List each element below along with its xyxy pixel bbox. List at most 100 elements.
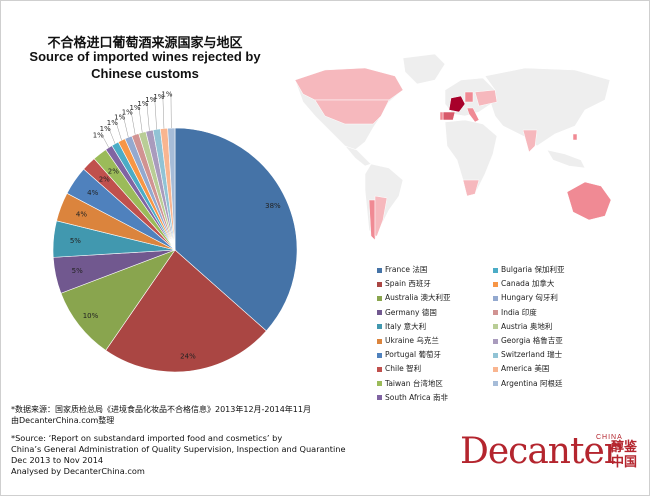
legend-item-6: Ukraine 乌克兰 [377,335,439,346]
source-note-en: *Source: ‘Report on substandard imported… [11,433,371,477]
legend-item-1: France 法国 [377,264,427,275]
legend-item-18: America 美国 [493,363,549,374]
spain-highlight [442,111,456,121]
pie-data-label-3: 10% [83,312,99,320]
pie-leader-line-10 [102,135,109,148]
decanter-china-logo: Decanter CHINA 醇鉴中国 [460,432,640,477]
pie-slice-3 [60,249,176,351]
legend-item-2: Spain 西班牙 [377,278,431,289]
legend-item-8: Chile 智利 [377,363,421,374]
legend-swatch-4 [377,310,382,316]
source-note-cn: *数据来源：国家质检总局《进境食品化妆品不合格信息》2013年12月-2014年… [11,404,351,426]
legend-item-4: Germany 德国 [377,307,437,318]
chart-title-en-line2: Chinese customs [91,66,199,81]
legend-label-4: Germany 德国 [385,307,437,317]
legend-label-8: Chile 智利 [385,364,422,374]
source-note-en-line1: *Source: ‘Report on substandard imported… [11,433,283,443]
pie-data-label-8: 2% [99,175,110,183]
pie-data-label-10: 1% [93,131,104,139]
map-highlights [294,67,612,241]
legend-item-13: Hungary 匈牙利 [493,292,558,303]
pie-data-label-13: 1% [114,114,125,122]
central-america-shape [344,145,372,167]
pie-data-label-14: 1% [122,109,133,117]
east-europe-highlight [474,89,498,107]
pie-leader-line-14 [131,112,136,135]
asia-shape [484,67,611,147]
legend-item-11: Bulgaria 保加利亚 [493,264,565,275]
pie-data-label-12: 1% [107,119,118,127]
legend-swatch-8 [377,366,382,372]
pie-data-label-17: 1% [145,96,156,104]
pie-leader-line-13 [123,117,129,138]
legend-swatch-1 [377,267,382,273]
legend-label-5: Italy 意大利 [385,321,427,331]
pie-data-label-9: 2% [108,167,119,175]
legend-label-18: America 美国 [501,364,550,374]
legend-label-14: India 印度 [501,307,537,317]
source-note-cn-line1: *数据来源：国家质检总局《进境食品化妆品不合格信息》2013年12月-2014年… [11,405,311,414]
legend-swatch-6 [377,338,382,344]
legend-item-7: Portugal 葡萄牙 [377,349,441,360]
legend-swatch-13 [493,295,498,301]
source-note-en-line3: Dec 2013 to Nov 2014 [11,455,104,465]
logo-wordmark: Decanter [460,431,621,472]
chart-title-cn: 不合格进口葡萄酒来源国家与地区 [47,36,243,51]
pie-data-label-11: 1% [100,125,111,133]
legend-swatch-14 [493,310,498,316]
pie-leader-line-18 [162,96,165,129]
legend-swatch-3 [377,295,382,301]
legend-swatch-5 [377,324,382,330]
legend-swatch-7 [377,352,382,358]
pie-data-label-2: 24% [180,353,196,361]
legend-item-10: South Africa 南非 [377,392,448,403]
legend-label-15: Austria 奥地利 [501,321,553,331]
legend-swatch-12 [493,281,498,287]
argentina-highlight [374,195,388,237]
legend-label-9: Taiwan 台湾地区 [385,378,443,388]
portugal-highlight [439,111,444,121]
legend-swatch-2 [377,281,382,287]
chart-title-en: Source of imported wines rejected by Chi… [10,48,280,82]
pie-data-label-16: 1% [137,100,148,108]
pie-data-label-5: 5% [70,237,81,245]
legend-swatch-10 [377,395,382,401]
legend-swatch-9 [377,381,382,387]
legend-label-11: Bulgaria 保加利亚 [501,265,565,274]
legend-label-16: Georgia 格鲁吉亚 [501,336,563,345]
legend-label-17: Switzerland 瑞士 [501,350,563,360]
pie-slice-2 [105,249,267,373]
logo-cn-mark: 醇鉴中国 [610,440,637,470]
pie-data-label-1: 38% [265,202,281,210]
pie-data-label-7: 4% [87,189,98,197]
legend-swatch-19 [493,381,498,387]
legend-item-9: Taiwan 台湾地区 [377,378,443,389]
south-africa-highlight [462,179,480,197]
india-highlight [522,129,538,153]
legend-label-1: France 法国 [385,265,428,274]
pie-leader-line-15 [138,107,143,133]
legend-label-10: South Africa 南非 [385,392,448,402]
legend-swatch-15 [493,324,498,330]
africa-shape [444,119,498,197]
pie-data-label-19: 1% [161,90,172,98]
legend-swatch-11 [493,267,498,273]
pie-data-label-18: 1% [153,93,164,101]
source-note-en-line2: China’s General Administration of Qualit… [11,444,346,454]
france-highlight [448,95,466,113]
greenland-shape [402,53,446,85]
pie-leader-line-16 [146,103,150,131]
legend-item-3: Australia 澳大利亚 [377,292,451,303]
legend-item-15: Austria 奥地利 [493,321,552,332]
source-note-cn-line2: 由DecanterChina.com整理 [11,416,115,425]
legend-swatch-16 [493,338,498,344]
legend-item-17: Switzerland 瑞士 [493,349,562,360]
chile-highlight [368,199,376,241]
world-map [294,53,612,241]
pie-leader-line-12 [116,123,122,141]
legend-label-13: Hungary 匈牙利 [501,293,558,303]
chart-title-en-line1: Source of imported wines rejected by [29,49,261,64]
legend-item-19: Argentina 阿根廷 [493,378,562,389]
pie-slice-19 [167,127,176,251]
